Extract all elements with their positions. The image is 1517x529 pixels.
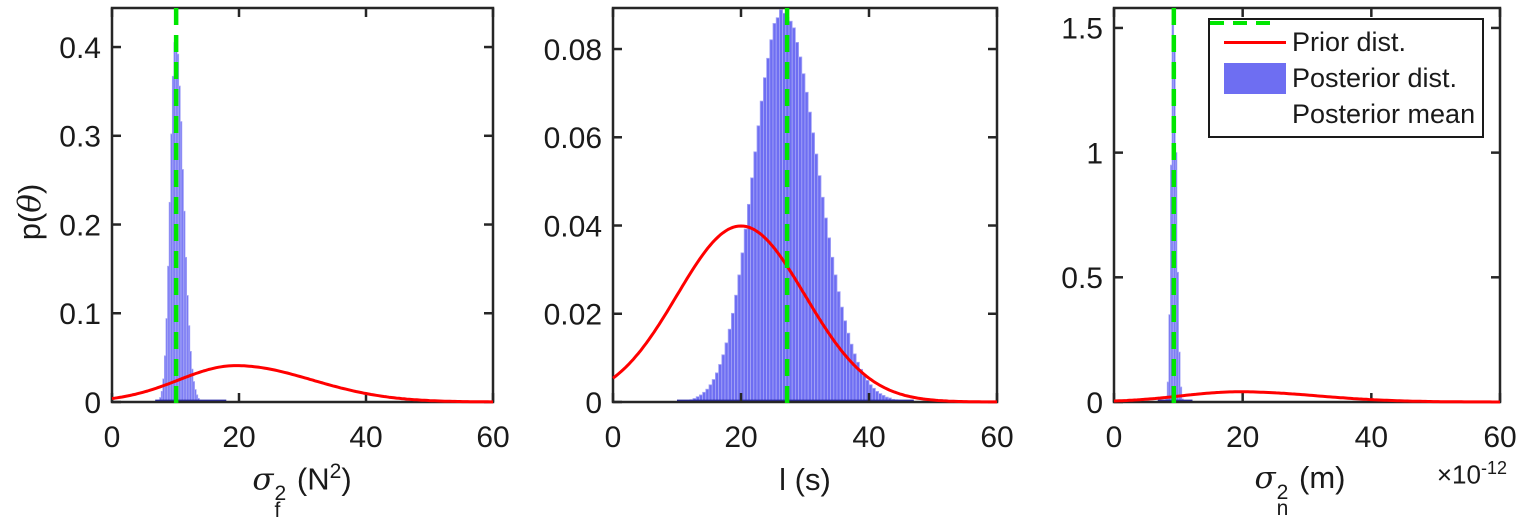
legend-item-mean: Posterior mean	[1210, 21, 1482, 131]
x-tick-label: 20	[724, 421, 757, 454]
x-tick-label: 40	[349, 421, 382, 454]
y-tick-label: 1.5	[1061, 13, 1103, 46]
x-tick-label: 60	[1483, 421, 1516, 454]
x-tick-label: 40	[1355, 421, 1388, 454]
x-tick-label: 20	[222, 421, 255, 454]
x-tick-label: 0	[1106, 421, 1123, 454]
subplot-2: 0 20 40 60 0 0.5 1 1.5	[1061, 6, 1517, 454]
y-tick-label: 0.4	[59, 32, 101, 65]
y-tick-label: 0	[1086, 387, 1103, 420]
axes-box: 0 20 40 60 0 0.5 1 1.5	[1061, 6, 1517, 454]
y-tick-label: 0	[585, 387, 602, 420]
y-tick-label: 0.06	[544, 122, 602, 155]
posterior-histogram	[157, 37, 203, 403]
legend-label-posterior: Posterior dist.	[1292, 62, 1458, 93]
prior-curve	[1113, 390, 1500, 404]
y-tick-label: 0.08	[544, 34, 602, 67]
prior-curve	[111, 364, 493, 404]
y-tick-label: 0	[84, 387, 101, 420]
prior-curve	[612, 224, 997, 404]
y-tick-label: 0.3	[59, 121, 101, 154]
subplot-1: 0 20 40 60 0 0.02 0.04 0.06 0.08	[544, 6, 1014, 454]
y-tick-label: 0.1	[59, 298, 101, 331]
x-tick-label: 60	[476, 421, 509, 454]
x-tick-label: 60	[980, 421, 1013, 454]
posterior-histogram	[689, 9, 908, 403]
legend-box: Prior dist. Posterior dist. Posterior me…	[1208, 18, 1484, 138]
y-tick-label: 0.5	[1061, 262, 1103, 295]
legend-item-prior: Prior dist.	[1210, 25, 1482, 59]
dashed-line-swatch	[1210, 21, 1272, 25]
x-tick-label: 0	[605, 421, 622, 454]
x-axis-multiplier: ×10-12	[1436, 458, 1507, 490]
y-tick-label: 0.02	[544, 299, 602, 332]
legend-label-prior: Prior dist.	[1292, 26, 1407, 57]
y-axis-label: p(θ)	[12, 183, 48, 241]
legend-label-mean: Posterior mean	[1292, 98, 1476, 129]
legend-item-posterior: Posterior dist.	[1210, 61, 1482, 95]
x-tick-label: 0	[104, 421, 121, 454]
y-tick-label: 1	[1086, 137, 1103, 170]
posterior-patch-swatch	[1224, 62, 1286, 94]
axes-box: 0 20 40 60 0 0.02 0.04 0.06 0.08	[544, 6, 1014, 454]
x-tick-label: 40	[852, 421, 885, 454]
prior-line-swatch	[1224, 40, 1286, 44]
x-axis-label-lengthscale: l (s)	[779, 462, 831, 497]
axes-box: 0 20 40 60 0 0.1 0.2 0.3 0.4	[59, 6, 510, 454]
y-tick-label: 0.2	[59, 209, 101, 242]
subplot-0: 0 20 40 60 0 0.1 0.2 0.3 0.4	[59, 6, 510, 454]
x-tick-label: 20	[1226, 421, 1259, 454]
y-tick-label: 0.04	[544, 210, 602, 243]
